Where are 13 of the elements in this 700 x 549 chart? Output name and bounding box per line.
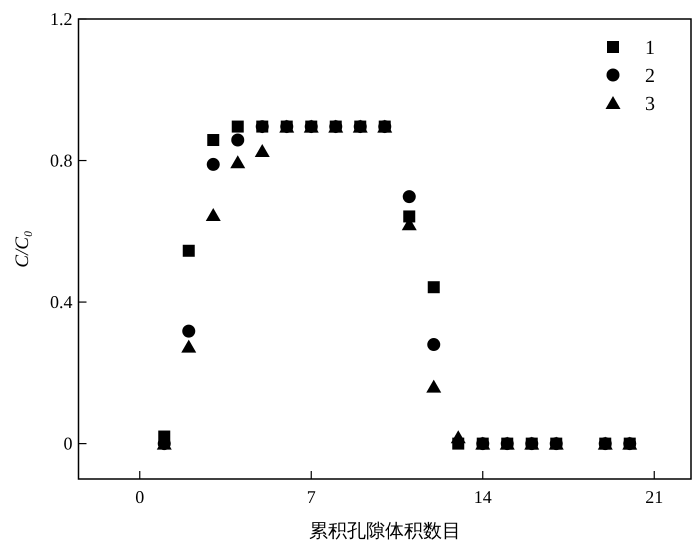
x-tick-label: 0 xyxy=(135,487,144,507)
x-axis-title: 累积孔隙体积数目 xyxy=(308,521,461,542)
y-tick-label: 1.2 xyxy=(50,9,72,29)
x-tick-label: 14 xyxy=(474,487,492,507)
y-tick-label: 0.4 xyxy=(50,292,72,312)
y-tick-label: 0.8 xyxy=(50,150,72,171)
legend-label: 2 xyxy=(645,65,655,87)
y-axis-title: C/C₀ xyxy=(12,230,33,268)
y-tick-label: 0 xyxy=(64,434,72,454)
legend-label: 1 xyxy=(645,37,655,59)
legend-label: 3 xyxy=(645,93,655,115)
x-tick-label: 7 xyxy=(306,487,316,507)
x-tick-label: 21 xyxy=(645,487,664,507)
